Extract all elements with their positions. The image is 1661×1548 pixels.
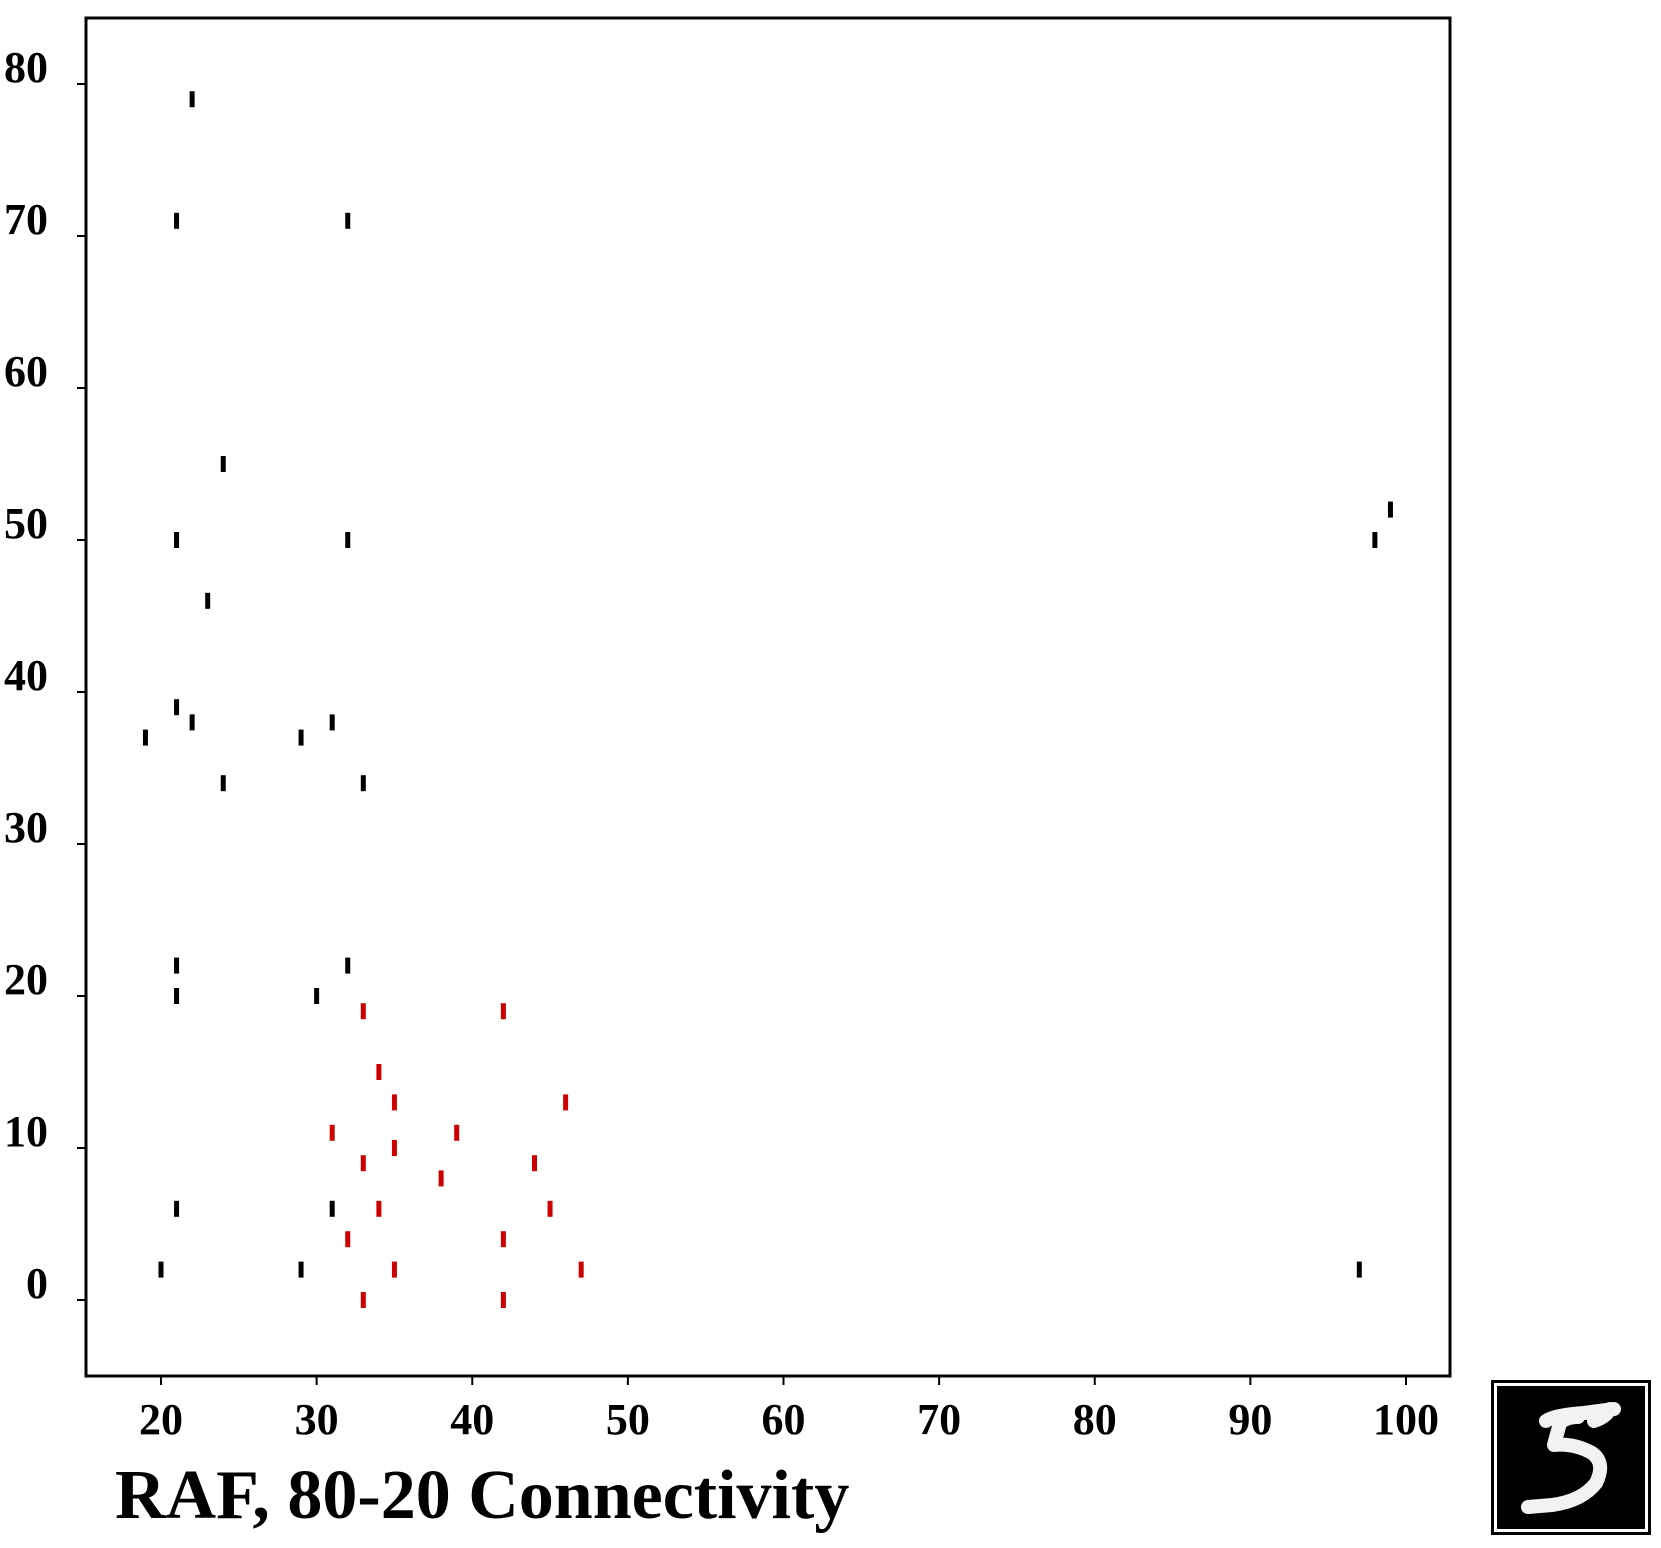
- data-point-black: [1356, 1261, 1362, 1278]
- data-point-red: [454, 1124, 460, 1141]
- digit-five-image: [1491, 1380, 1651, 1535]
- y-tick-label: 20: [4, 955, 48, 1004]
- x-tick-labels: 20 30 40 50 60 70 80 90 100: [139, 1395, 1439, 1444]
- axis-ticks: [77, 83, 1407, 1385]
- data-point-black: [298, 1261, 304, 1278]
- data-points: [142, 91, 1393, 1308]
- y-tick-label: 10: [4, 1107, 48, 1156]
- y-tick-label: 80: [4, 43, 48, 92]
- x-tick-label: 20: [139, 1395, 183, 1444]
- data-point-red: [532, 1155, 537, 1172]
- data-point-black: [345, 212, 351, 229]
- y-tick-label: 40: [4, 651, 48, 700]
- y-tick-label: 0: [26, 1259, 48, 1308]
- plot-frame: [84, 16, 1452, 1378]
- x-tick-label: 90: [1228, 1395, 1272, 1444]
- data-point-black: [1387, 501, 1393, 518]
- data-point-red: [391, 1094, 397, 1111]
- data-point-black: [205, 592, 211, 609]
- data-point-black: [220, 775, 226, 792]
- data-point-black: [345, 532, 351, 548]
- data-point-black: [329, 1200, 335, 1217]
- y-tick-labels: 0 10 20 30 40 50 60 70 80: [4, 43, 48, 1308]
- data-point-black: [189, 91, 195, 108]
- data-point-red: [578, 1261, 584, 1278]
- data-point-black: [174, 1200, 180, 1217]
- data-point-black: [189, 714, 195, 731]
- data-point-red: [360, 1155, 366, 1172]
- data-point-red: [500, 1231, 506, 1248]
- data-point-black: [360, 775, 366, 792]
- data-point-black: [174, 699, 180, 716]
- data-point-red: [500, 1292, 506, 1308]
- data-point-red: [391, 1261, 397, 1278]
- data-point-black: [142, 729, 148, 746]
- x-tick-label: 100: [1373, 1395, 1439, 1444]
- y-tick-label: 50: [4, 499, 48, 548]
- data-point-red: [376, 1064, 382, 1080]
- data-point-black: [1372, 532, 1378, 548]
- x-tick-label: 40: [450, 1395, 494, 1444]
- data-point-red: [438, 1170, 444, 1187]
- x-tick-label: 50: [606, 1395, 650, 1444]
- y-tick-label: 30: [4, 803, 48, 852]
- data-point-red: [329, 1124, 335, 1141]
- data-point-red: [376, 1200, 382, 1217]
- y-tick-label: 60: [4, 347, 48, 396]
- data-point-black: [174, 957, 180, 974]
- x-tick-label: 70: [917, 1395, 961, 1444]
- x-tick-label: 30: [295, 1395, 339, 1444]
- data-point-red: [391, 1140, 397, 1156]
- data-point-black: [345, 957, 351, 974]
- data-point-black: [314, 988, 320, 1004]
- digit-five-icon: [1521, 1402, 1621, 1514]
- chart-title: RAF, 80-20 Connectivity: [115, 1457, 849, 1534]
- data-point-red: [547, 1200, 553, 1217]
- data-point-black: [220, 456, 226, 472]
- data-point-red: [500, 1003, 506, 1020]
- data-point-black: [174, 988, 180, 1004]
- data-point-red: [345, 1231, 351, 1248]
- data-point-black: [174, 532, 180, 548]
- x-tick-label: 60: [762, 1395, 806, 1444]
- data-point-black: [329, 714, 335, 731]
- y-tick-label: 70: [4, 195, 48, 244]
- data-point-red: [360, 1292, 366, 1308]
- x-tick-label: 80: [1073, 1395, 1117, 1444]
- data-point-black: [174, 212, 180, 229]
- data-point-red: [563, 1094, 569, 1111]
- data-point-red: [360, 1003, 366, 1020]
- data-point-black: [158, 1261, 164, 1278]
- data-point-black: [298, 729, 304, 746]
